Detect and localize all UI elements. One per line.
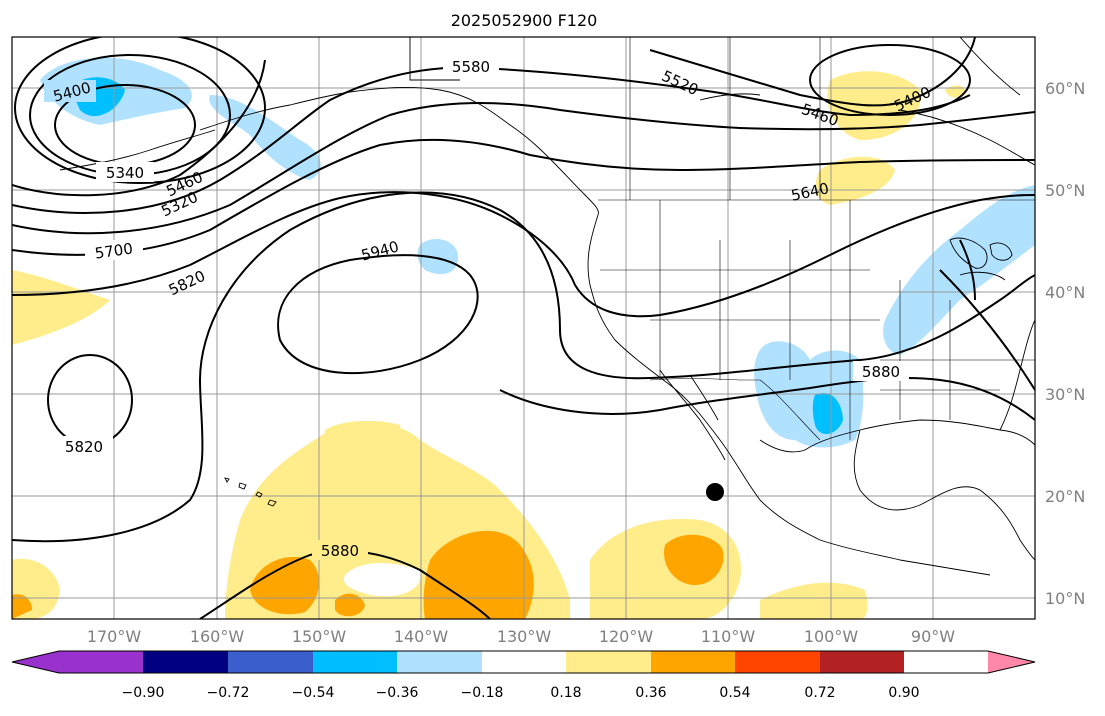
lon-label: 140°W: [394, 627, 449, 646]
colorbar-segment: [228, 651, 313, 673]
lon-label: 120°W: [599, 627, 654, 646]
contour-label: 5580: [452, 58, 490, 76]
colorbar-tick: 0.36: [635, 685, 666, 701]
map-area: [12, 37, 1035, 619]
lat-label: 60°N: [1045, 79, 1085, 98]
contour-label: 5700: [94, 239, 134, 262]
lat-label: 30°N: [1045, 385, 1085, 404]
colorbar-outline: [11, 650, 1036, 674]
lon-label: 110°W: [701, 627, 756, 646]
colorbar-segments: [11, 650, 1036, 674]
map-frame: [11, 36, 1036, 620]
lon-label: 150°W: [292, 627, 347, 646]
contour-label: 5820: [65, 438, 103, 456]
colorbar-segment: [397, 651, 482, 673]
contour-label: 5340: [106, 164, 144, 182]
colorbar-tick: −0.54: [292, 685, 335, 701]
lat-label: 20°N: [1045, 487, 1085, 506]
latitude-labels: 60°N 50°N 40°N 30°N 20°N 10°N: [1045, 79, 1085, 608]
colorbar-tick: −0.90: [122, 685, 165, 701]
colorbar-tick: 0.54: [719, 685, 750, 701]
lon-label: 170°W: [87, 627, 142, 646]
lon-label: 130°W: [497, 627, 552, 646]
lon-label: 90°W: [911, 627, 955, 646]
colorbar-tick: 0.90: [888, 685, 919, 701]
colorbar-tick: −0.36: [376, 685, 419, 701]
political-borders: [598, 37, 1035, 441]
colorbar-tick: 0.18: [550, 685, 581, 701]
colorbar-segment: [59, 651, 143, 673]
colorbar-segment: [143, 651, 228, 673]
map-title: 2025052900 F120: [451, 11, 598, 30]
colorbar-extend-low: [12, 651, 59, 673]
colorbar-segment: [820, 651, 904, 673]
colorbar-ticks: −0.90 −0.72 −0.54 −0.36 −0.18 0.18 0.36 …: [122, 685, 920, 701]
storm-center-dot: [706, 483, 724, 501]
colorbar-segment: [566, 651, 651, 673]
lat-label: 50°N: [1045, 181, 1085, 200]
lon-label: 160°W: [190, 627, 245, 646]
colorbar-segment: [313, 651, 397, 673]
colorbar-extend-high: [988, 651, 1035, 673]
colorbar-segment: [651, 651, 735, 673]
lon-label: 100°W: [804, 627, 859, 646]
colorbar: −0.90 −0.72 −0.54 −0.36 −0.18 0.18 0.36 …: [11, 650, 1036, 701]
contour-label: 5880: [321, 542, 359, 560]
colorbar-tick: 0.72: [804, 685, 835, 701]
height-contours: [12, 37, 1035, 619]
longitude-labels: 170°W 160°W 150°W 140°W 130°W 120°W 110°…: [87, 627, 955, 646]
lat-label: 40°N: [1045, 283, 1085, 302]
colorbar-tick: −0.18: [461, 685, 504, 701]
colorbar-tick: −0.72: [207, 685, 250, 701]
contour-label: 5880: [862, 363, 900, 381]
colorbar-segment: [482, 651, 566, 673]
colorbar-segment: [735, 651, 820, 673]
lat-label: 10°N: [1045, 589, 1085, 608]
